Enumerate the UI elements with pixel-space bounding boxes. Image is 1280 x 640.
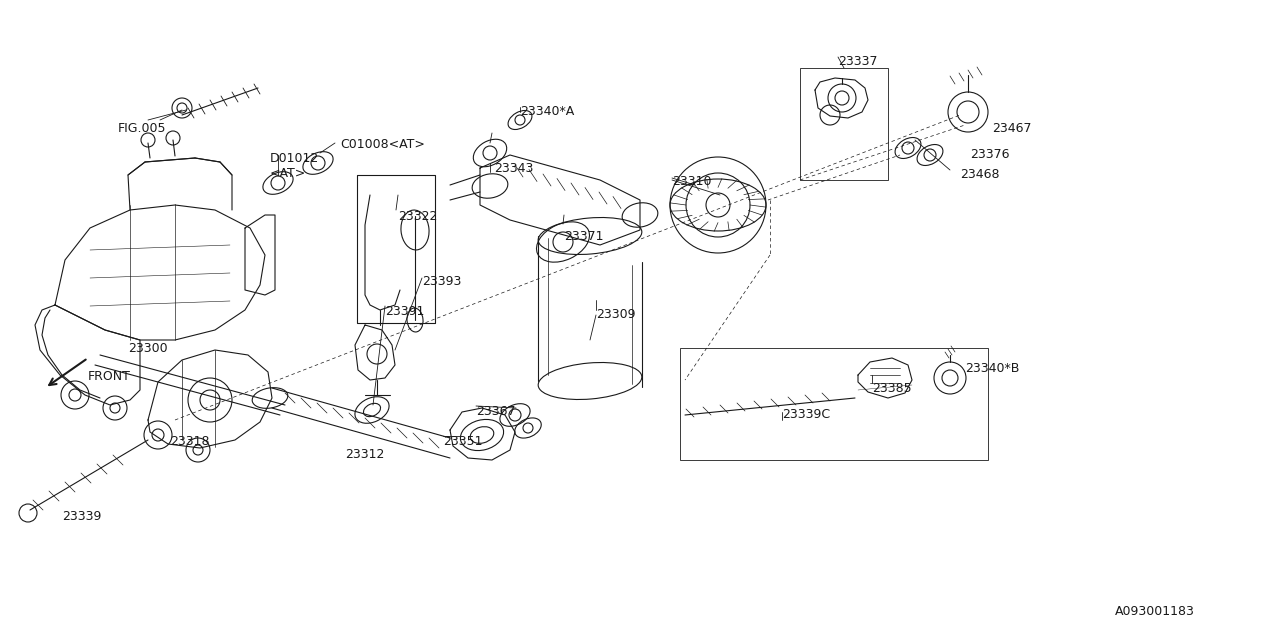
Text: 23467: 23467 xyxy=(992,122,1032,135)
Bar xyxy=(357,175,435,323)
Text: 23376: 23376 xyxy=(970,148,1010,161)
Text: 23339C: 23339C xyxy=(782,408,831,421)
Text: <AT>: <AT> xyxy=(270,167,306,180)
Text: D01012: D01012 xyxy=(270,152,319,165)
Text: 23337: 23337 xyxy=(838,55,878,68)
Text: C01008<AT>: C01008<AT> xyxy=(340,138,425,151)
Text: 23343: 23343 xyxy=(494,162,534,175)
Text: 23339: 23339 xyxy=(61,510,101,523)
Text: 23391: 23391 xyxy=(385,305,425,318)
Text: 23340*A: 23340*A xyxy=(520,105,575,118)
Text: 23309: 23309 xyxy=(596,308,635,321)
Text: FIG.005: FIG.005 xyxy=(118,122,166,135)
Text: A093001183: A093001183 xyxy=(1115,605,1196,618)
Text: 23322: 23322 xyxy=(398,210,438,223)
Text: 23318: 23318 xyxy=(170,435,210,448)
Text: 23300: 23300 xyxy=(128,342,168,355)
Text: 23340*B: 23340*B xyxy=(965,362,1019,375)
Text: 23312: 23312 xyxy=(346,448,384,461)
Text: 23393: 23393 xyxy=(422,275,461,288)
Bar xyxy=(800,68,888,180)
Text: 23385: 23385 xyxy=(872,382,911,395)
Bar xyxy=(680,348,988,460)
Text: 23367: 23367 xyxy=(476,405,516,418)
Text: 23351: 23351 xyxy=(443,435,483,448)
Text: 23371: 23371 xyxy=(564,230,603,243)
Text: 23468: 23468 xyxy=(960,168,1000,181)
Text: 23310: 23310 xyxy=(672,175,712,188)
Text: FRONT: FRONT xyxy=(88,370,131,383)
